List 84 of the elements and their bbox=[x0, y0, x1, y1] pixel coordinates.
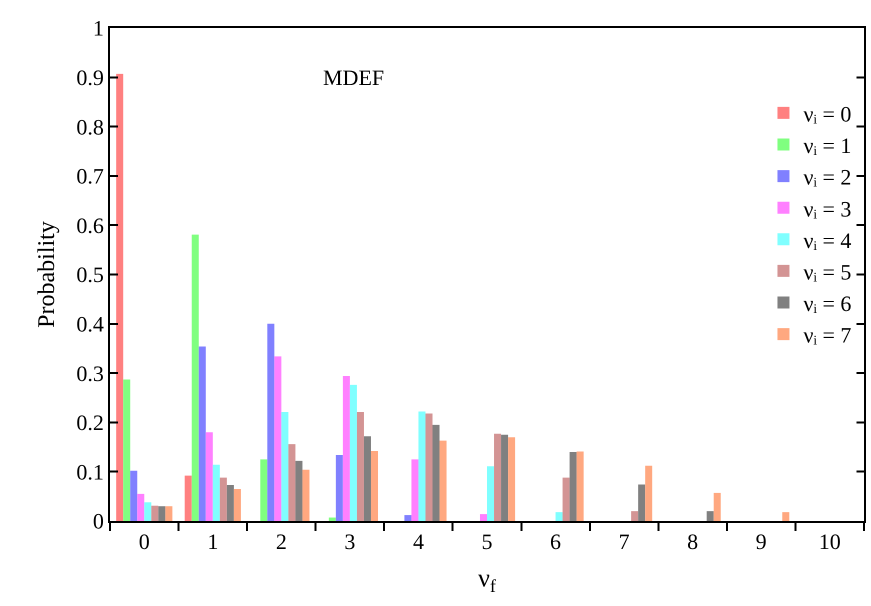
y-tick-label: 0.2 bbox=[76, 410, 104, 436]
bar bbox=[425, 414, 433, 521]
bar bbox=[714, 492, 721, 521]
bar bbox=[570, 452, 577, 521]
bar bbox=[206, 432, 213, 521]
legend-label: νᵢ = 1 bbox=[803, 133, 852, 158]
bar bbox=[494, 434, 502, 521]
bar bbox=[508, 437, 516, 521]
x-tick-label: 5 bbox=[482, 529, 492, 554]
bar bbox=[267, 324, 274, 521]
bar bbox=[220, 478, 227, 521]
y-tick-label: 0.8 bbox=[76, 114, 104, 140]
y-tick-label: 1 bbox=[92, 16, 104, 41]
bar bbox=[130, 470, 138, 521]
y-tick-label: 0.5 bbox=[76, 262, 104, 288]
bar bbox=[328, 518, 336, 521]
bar bbox=[302, 470, 310, 521]
bar bbox=[123, 380, 130, 521]
x-tick-label: 0 bbox=[138, 529, 150, 554]
legend-label: νᵢ = 2 bbox=[803, 164, 852, 190]
bar bbox=[158, 506, 166, 521]
bar bbox=[295, 460, 302, 521]
y-tick-label: 0.1 bbox=[76, 459, 104, 484]
bar bbox=[706, 511, 714, 521]
y-tick-label: 0.3 bbox=[76, 360, 104, 386]
y-tick-label: 0 bbox=[92, 508, 104, 534]
x-tick-label: 7 bbox=[618, 529, 630, 554]
x-tick-label: 3 bbox=[344, 529, 356, 554]
x-tick-label: 2 bbox=[276, 529, 287, 554]
bar bbox=[184, 476, 192, 521]
bar bbox=[411, 459, 418, 521]
legend-label: νᵢ = 6 bbox=[803, 291, 852, 316]
bar bbox=[260, 459, 268, 521]
y-tick-label: 0.6 bbox=[76, 212, 104, 238]
legend-label: νᵢ = 5 bbox=[803, 259, 852, 284]
bar bbox=[556, 512, 563, 521]
x-axis-title: ν$_{f}$ bbox=[478, 563, 497, 596]
bar bbox=[350, 384, 357, 521]
bar bbox=[116, 74, 124, 521]
legend-label: νᵢ = 3 bbox=[803, 196, 852, 222]
x-tick-label: 1 bbox=[207, 529, 218, 554]
bar bbox=[364, 436, 371, 521]
bar bbox=[562, 478, 570, 521]
bar bbox=[404, 515, 412, 521]
bar bbox=[501, 434, 508, 521]
x-tick-label: 6 bbox=[550, 529, 562, 554]
bar bbox=[226, 485, 234, 521]
y-axis-title: Probability bbox=[34, 221, 60, 328]
bar bbox=[638, 484, 646, 521]
bar bbox=[336, 454, 343, 521]
legend-label: νᵢ = 4 bbox=[803, 228, 852, 253]
bar bbox=[165, 506, 172, 521]
bar bbox=[144, 502, 152, 521]
x-tick-label: 9 bbox=[756, 529, 767, 554]
bar bbox=[782, 512, 790, 521]
bar bbox=[487, 466, 494, 521]
bar bbox=[631, 511, 638, 521]
x-tick-label: 4 bbox=[412, 529, 424, 554]
bar bbox=[370, 450, 378, 521]
bar bbox=[151, 506, 158, 521]
x-tick-label: 10 bbox=[818, 529, 841, 554]
bar bbox=[645, 466, 652, 521]
bar bbox=[432, 424, 440, 521]
bar bbox=[281, 412, 288, 521]
bar bbox=[342, 376, 350, 521]
legend-label: νᵢ = 0 bbox=[803, 101, 852, 126]
x-tick-label: 8 bbox=[687, 529, 698, 554]
bar bbox=[137, 494, 144, 521]
y-tick-label: 0.9 bbox=[76, 65, 104, 90]
bar bbox=[480, 514, 487, 521]
bar bbox=[212, 464, 220, 521]
bar bbox=[288, 444, 296, 521]
bar bbox=[440, 440, 447, 521]
y-tick-label: 0.7 bbox=[76, 164, 104, 189]
bar bbox=[192, 234, 199, 521]
annotation: MDEF bbox=[323, 65, 384, 90]
legend-label: νᵢ = 7 bbox=[803, 322, 852, 348]
bar bbox=[274, 356, 282, 521]
y-tick-label: 0.4 bbox=[76, 312, 104, 336]
bar bbox=[418, 412, 426, 521]
bar bbox=[198, 346, 206, 521]
bar bbox=[576, 451, 584, 521]
bar bbox=[234, 488, 241, 521]
bar bbox=[356, 412, 364, 521]
